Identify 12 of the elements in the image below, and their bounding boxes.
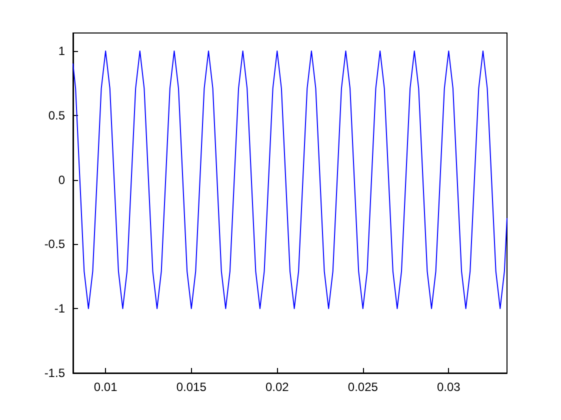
y-tick-label: 0 — [58, 172, 66, 187]
y-tick-label: 0.5 — [48, 108, 66, 122]
x-tick-label: 0.02 — [265, 380, 290, 394]
y-tick-label: -1 — [54, 302, 66, 316]
line-series — [72, 50, 508, 310]
x-tick-label: 0.015 — [176, 380, 207, 394]
y-tick-label: -1.5 — [44, 366, 66, 380]
x-tick-label: 0.03 — [436, 380, 461, 394]
y-tick-label: -0.5 — [44, 237, 66, 252]
x-tick-label: 0.025 — [348, 380, 378, 394]
x-tick-label: 0.01 — [94, 380, 118, 394]
y-tick-label: 1 — [58, 44, 66, 58]
